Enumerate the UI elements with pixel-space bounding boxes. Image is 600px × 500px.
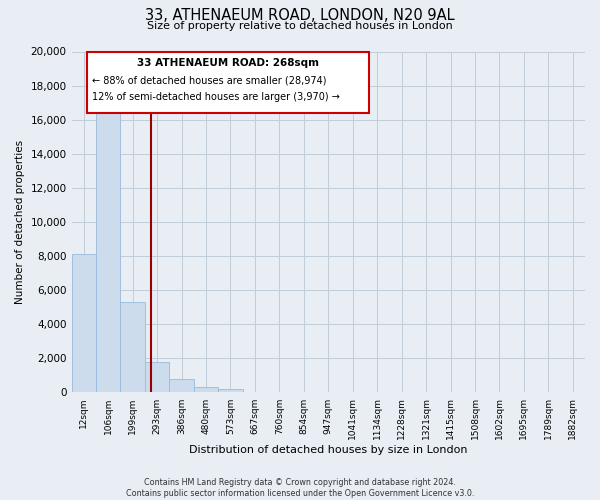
Text: Contains HM Land Registry data © Crown copyright and database right 2024.
Contai: Contains HM Land Registry data © Crown c… xyxy=(126,478,474,498)
X-axis label: Distribution of detached houses by size in London: Distribution of detached houses by size … xyxy=(189,445,467,455)
Bar xyxy=(218,389,242,392)
FancyBboxPatch shape xyxy=(87,52,370,113)
Bar xyxy=(145,362,169,392)
Y-axis label: Number of detached properties: Number of detached properties xyxy=(15,140,25,304)
Bar xyxy=(194,388,218,392)
Bar xyxy=(169,379,194,392)
Bar xyxy=(96,111,121,392)
Text: 12% of semi-detached houses are larger (3,970) →: 12% of semi-detached houses are larger (… xyxy=(92,92,340,102)
Text: 33 ATHENAEUM ROAD: 268sqm: 33 ATHENAEUM ROAD: 268sqm xyxy=(137,58,319,68)
Bar xyxy=(71,254,96,392)
Text: 33, ATHENAEUM ROAD, LONDON, N20 9AL: 33, ATHENAEUM ROAD, LONDON, N20 9AL xyxy=(145,8,455,22)
Bar xyxy=(121,302,145,392)
Text: Size of property relative to detached houses in London: Size of property relative to detached ho… xyxy=(147,21,453,31)
Text: ← 88% of detached houses are smaller (28,974): ← 88% of detached houses are smaller (28… xyxy=(92,76,326,86)
